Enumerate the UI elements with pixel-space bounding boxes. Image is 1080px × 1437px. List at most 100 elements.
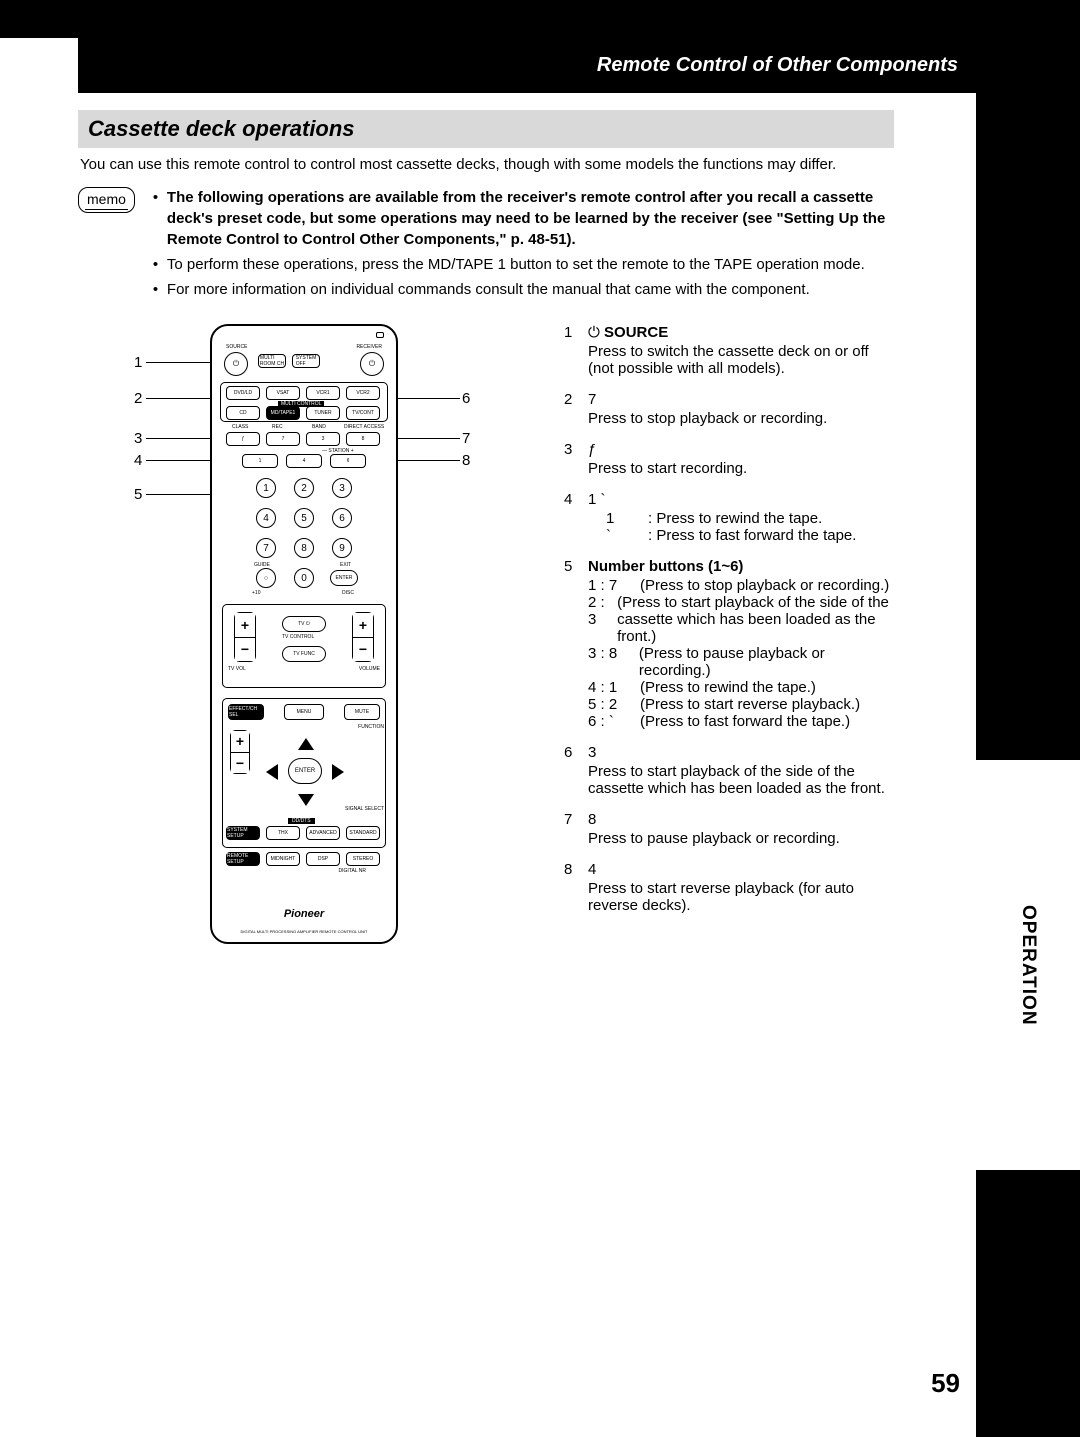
disc-label: DISC xyxy=(342,590,354,596)
desc-num: 6 xyxy=(564,744,576,797)
mute-button[interactable]: MUTE xyxy=(344,704,380,720)
body-row: 1 2 3 4 5 6 7 8 SOURCE RECEIVER ⏻ MULTIR… xyxy=(78,324,894,964)
sub-k: 5 : 2 xyxy=(588,696,632,713)
desc-sym: 3 xyxy=(588,744,894,761)
menu-button[interactable]: MENU xyxy=(284,704,324,720)
dpad-down[interactable] xyxy=(298,794,314,806)
desc-num: 8 xyxy=(564,861,576,914)
ch10-label: +10 xyxy=(252,590,260,596)
remote-body: SOURCE RECEIVER ⏻ MULTIROOM CH SYSTEMOFF… xyxy=(210,324,398,944)
dpad-enter[interactable]: ENTER xyxy=(288,758,322,784)
num-3[interactable]: 3 xyxy=(332,478,352,498)
tv-vol-label: TV VOL xyxy=(228,666,246,672)
num-1[interactable]: 1 xyxy=(256,478,276,498)
vcr1-button[interactable]: VCR1 xyxy=(306,386,340,400)
tv-vol-rocker[interactable]: +− xyxy=(234,612,256,662)
advanced-button[interactable]: ADVANCED xyxy=(306,826,340,840)
line xyxy=(390,438,460,439)
desc-text: Press to switch the cassette deck on or … xyxy=(588,343,894,377)
sub-k: 3 : 8 xyxy=(588,645,631,679)
num-6[interactable]: 6 xyxy=(332,508,352,528)
desc-sublist: 1: Press to rewind the tape. `: Press to… xyxy=(606,510,894,544)
num-5[interactable]: 5 xyxy=(294,508,314,528)
stop-button[interactable]: 7 xyxy=(266,432,300,446)
num-8[interactable]: 8 xyxy=(294,538,314,558)
enter-button[interactable]: ENTER xyxy=(330,570,358,586)
midnight-button[interactable]: MIDNIGHT xyxy=(266,852,300,866)
desc-num: 2 xyxy=(564,391,576,427)
page-content: Cassette deck operations You can use thi… xyxy=(78,110,894,964)
ch-rocker[interactable]: +− xyxy=(230,730,250,774)
desc-num: 7 xyxy=(564,811,576,847)
num-4[interactable]: 4 xyxy=(256,508,276,528)
revplay-button[interactable]: 4 xyxy=(286,454,322,468)
callout-8: 8 xyxy=(462,452,470,469)
num-7[interactable]: 7 xyxy=(256,538,276,558)
tv-func-button[interactable]: TV FUNC xyxy=(282,646,326,662)
chapter-header: Remote Control of Other Components xyxy=(78,38,976,93)
desc-num: 5 xyxy=(564,558,576,730)
vsat-button[interactable]: VSAT xyxy=(266,386,300,400)
desc-text: Press to stop playback or recording. xyxy=(588,410,894,427)
thx-button[interactable]: THX xyxy=(266,826,300,840)
num-2[interactable]: 2 xyxy=(294,478,314,498)
cd-button[interactable]: CD xyxy=(226,406,260,420)
digital-nr-label: DIGITAL NR xyxy=(338,868,366,874)
rec-button[interactable]: ƒ xyxy=(226,432,260,446)
dpad-right[interactable] xyxy=(332,764,344,780)
tv-power-button[interactable]: TV ⏻ xyxy=(282,616,326,632)
rec-label: REC xyxy=(272,424,283,430)
receiver-power-button[interactable]: ⏻ xyxy=(360,352,384,376)
section-intro: You can use this remote control to contr… xyxy=(78,156,894,173)
dsp-button[interactable]: DSP xyxy=(306,852,340,866)
tvcont-button[interactable]: TV/CONT xyxy=(346,406,380,420)
effect-button[interactable]: EFFECT/CH SEL xyxy=(228,704,264,720)
ff-button[interactable]: ¢ xyxy=(330,454,366,468)
source-power-button[interactable]: ⏻ xyxy=(224,352,248,376)
standard-button[interactable]: STANDARD xyxy=(346,826,380,840)
desc-head: SOURCE xyxy=(604,324,668,341)
desc-text: Press to pause playback or recording. xyxy=(588,830,894,847)
exit-label: EXIT xyxy=(340,562,351,568)
guide-label: GUIDE xyxy=(254,562,270,568)
memo-item-1: The following operations are available f… xyxy=(167,189,885,248)
sub-t: : Press to fast forward the tape. xyxy=(648,527,856,544)
sub-t: (Press to start reverse playback.) xyxy=(640,696,860,713)
pause-button[interactable]: 8 xyxy=(346,432,380,446)
rew-button[interactable]: 1 xyxy=(242,454,278,468)
vcr2-button[interactable]: VCR2 xyxy=(346,386,380,400)
num-guide[interactable]: ○ xyxy=(256,568,276,588)
line xyxy=(146,438,218,439)
callout-4: 4 xyxy=(134,452,142,469)
sub-t: : Press to rewind the tape. xyxy=(648,510,822,527)
callout-3: 3 xyxy=(134,430,142,447)
num-9[interactable]: 9 xyxy=(332,538,352,558)
multi-jog-button[interactable]: MULTIROOM CH xyxy=(258,354,286,368)
desc-5: 5 Number buttons (1~6) 1 : 7(Press to st… xyxy=(564,558,894,730)
desc-3: 3 ƒ Press to start recording. xyxy=(564,441,894,477)
md-tape-button[interactable]: MD/TAPE1 xyxy=(266,406,300,420)
stereo-button[interactable]: STEREO xyxy=(346,852,380,866)
memo-block: memo The following operations are availa… xyxy=(78,187,894,304)
memo-list: The following operations are available f… xyxy=(153,187,894,304)
remote-setup-button[interactable]: REMOTE SETUP xyxy=(226,852,260,866)
dd-dts-label: DD/DTS xyxy=(288,818,315,824)
dpad[interactable]: ENTER xyxy=(260,734,350,810)
class-label: CLASS xyxy=(232,424,248,430)
dvd-button[interactable]: DVD/LD xyxy=(226,386,260,400)
dpad-up[interactable] xyxy=(298,738,314,750)
system-off-button[interactable]: SYSTEMOFF xyxy=(292,354,320,368)
volume-rocker[interactable]: +− xyxy=(352,612,374,662)
dpad-left[interactable] xyxy=(266,764,278,780)
desc-sym: 7 xyxy=(588,391,894,408)
desc-6: 6 3 Press to start playback of the side … xyxy=(564,744,894,797)
side-tab: OPERATION xyxy=(976,760,1080,1170)
system-setup-button[interactable]: SYSTEM SETUP xyxy=(226,826,260,840)
desc-num: 1 xyxy=(564,324,576,377)
desc-num: 4 xyxy=(564,491,576,544)
sub-t: (Press to fast forward the tape.) xyxy=(640,713,850,730)
num-0[interactable]: 0 xyxy=(294,568,314,588)
tuner-button[interactable]: TUNER xyxy=(306,406,340,420)
play-button[interactable]: 3 xyxy=(306,432,340,446)
desc-text: Press to start playback of the side of t… xyxy=(588,763,894,797)
